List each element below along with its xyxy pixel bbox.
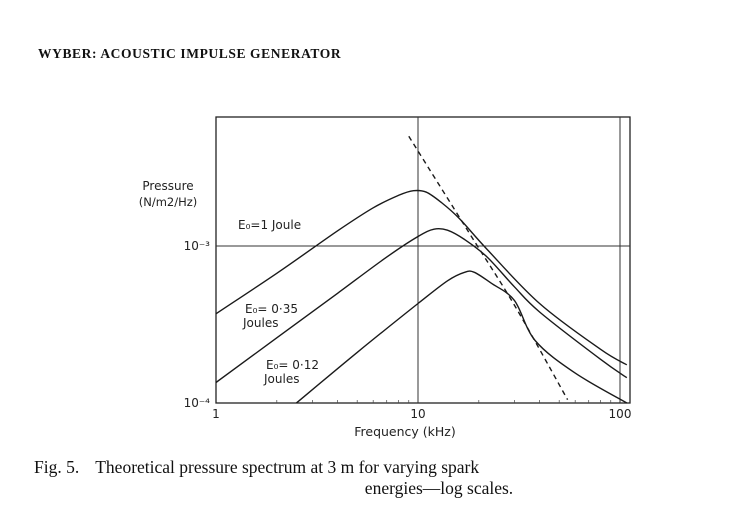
x-tick-label: 1	[212, 407, 220, 421]
asymptote-dashed-line	[408, 135, 569, 401]
x-axis-label: Frequency (kHz)	[354, 424, 456, 439]
x-tick-label: 10	[410, 407, 425, 421]
series-annotation-3-unit: Joules	[263, 372, 299, 386]
y-tick-label: 10⁻⁴	[184, 396, 211, 410]
y-axis-label-line2: (N/m2/Hz)	[139, 195, 198, 209]
caption-text-line2: energies—log scales.	[364, 478, 514, 498]
plot-frame	[215, 116, 631, 404]
running-head: WYBER: ACOUSTIC IMPULSE GENERATOR	[38, 46, 342, 61]
series-line-3	[295, 270, 628, 404]
series-annotation-2: E₀= 0·35	[245, 302, 298, 316]
figure-number: Fig. 5.	[34, 457, 80, 477]
curves-layer	[215, 135, 628, 404]
series-annotation-3: E₀= 0·12	[266, 358, 319, 372]
series-annotation-1: E₀=1 Joule	[238, 218, 301, 232]
series-line-2	[215, 227, 628, 384]
grid-layer	[215, 116, 631, 404]
series-annotation-2-unit: Joules	[242, 316, 278, 330]
series-line-1	[215, 189, 628, 366]
figure-caption: Fig. 5. Theoretical pressure spectrum at …	[34, 457, 724, 499]
caption-text-line1: Theoretical pressure spectrum at 3 m for…	[95, 457, 480, 477]
labels-layer: Frequency (kHz) Pressure (N/m2/Hz) E₀=1 Jou…	[139, 179, 456, 439]
x-tick-label: 100	[609, 407, 632, 421]
y-tick-label: 10⁻³	[184, 239, 211, 253]
tick-layer: 1 10 100 10⁻⁴ 10⁻³	[184, 239, 632, 421]
y-axis-label-line1: Pressure	[142, 179, 193, 193]
